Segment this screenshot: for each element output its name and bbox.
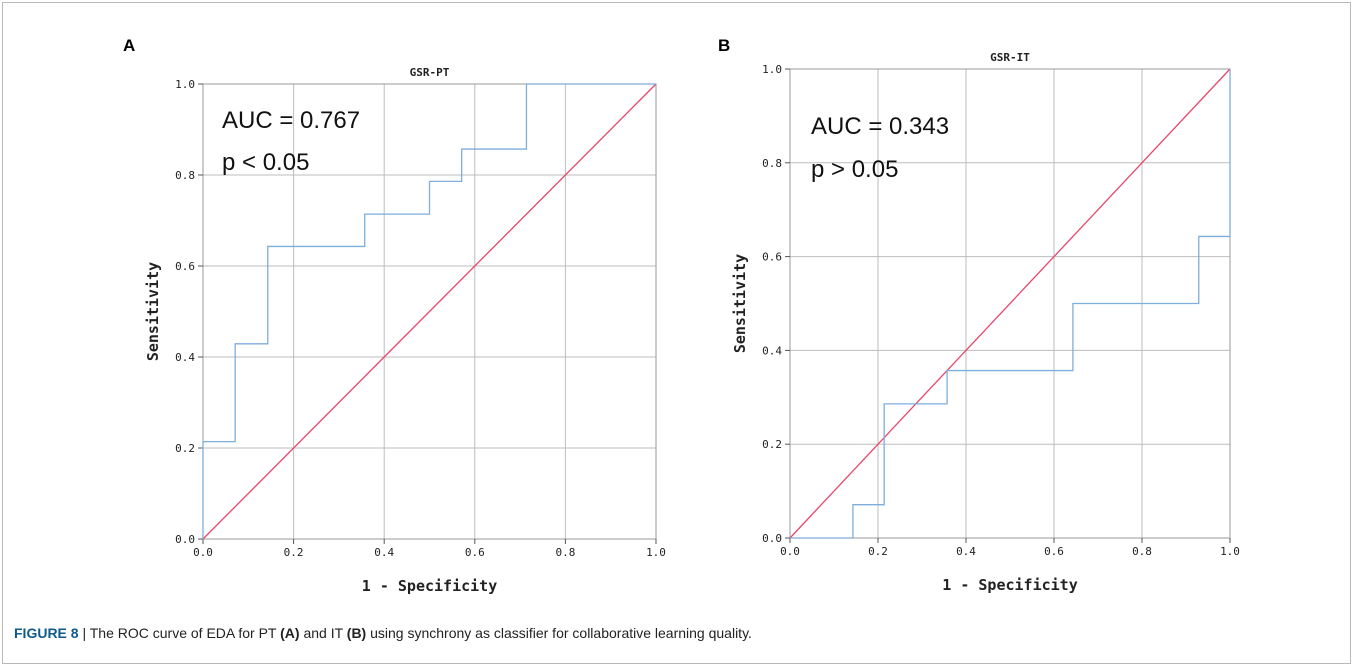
pt-annotation-auc: AUC = 0.767	[222, 107, 360, 134]
it-reference-line	[789, 68, 1231, 539]
roc-chart-it: 0.0 0.2 0.4 0.6 0.8 1.0 0.0 0.2 0.4 0.6 0.8 1.0 GSR-…	[731, 51, 1240, 594]
caption-text-2: and IT	[299, 625, 347, 641]
it-x-axis-label: 1 - Specificity	[942, 576, 1077, 594]
caption-ref-a: (A)	[280, 625, 300, 641]
it-x-tick-label: 1.0	[1220, 545, 1240, 558]
pt-reference-line	[202, 83, 657, 540]
caption-ref-b: (B)	[346, 625, 367, 641]
pt-y-tick-label: 0.4	[175, 351, 195, 364]
it-y-tick-label: 0.2	[762, 438, 782, 451]
pt-chart-title: GSR-PT	[410, 66, 450, 79]
it-x-tick-label: 0.2	[868, 545, 888, 558]
pt-x-tick-label: 0.4	[374, 546, 394, 559]
pt-x-axis-label: 1 - Specificity	[362, 577, 497, 595]
it-x-tick-label: 0.6	[1044, 545, 1064, 558]
pt-plot-frame	[202, 83, 657, 540]
pt-x-tick-label: 0.8	[555, 546, 575, 559]
it-annotation-auc: AUC = 0.343	[811, 113, 949, 140]
it-x-tick-label: 0.4	[956, 545, 976, 558]
it-annotation-p-value: p > 0.05	[811, 156, 898, 183]
pt-y-tick-label: 0.6	[175, 260, 195, 273]
it-y-tick-label: 0.0	[762, 532, 782, 545]
caption-text-1: The ROC curve of EDA for PT	[89, 625, 281, 641]
panel-b-letter: B	[718, 36, 731, 55]
pt-annotation-p-value: p < 0.05	[222, 149, 309, 176]
figure-caption: FIGURE 8 | The ROC curve of EDA for PT (…	[14, 625, 752, 641]
it-x-tick-label: 0.8	[1132, 545, 1152, 558]
pt-y-tick-label: 0.2	[175, 442, 195, 455]
pt-y-tick-label: 1.0	[175, 78, 195, 91]
pt-x-tick-label: 0.6	[465, 546, 485, 559]
it-y-tick-label: 0.6	[762, 251, 782, 264]
panel-a-letter: A	[123, 36, 136, 55]
it-x-tick-label: 0.0	[780, 545, 800, 558]
pt-y-tick-label: 0.0	[175, 533, 195, 546]
it-plot-frame	[789, 68, 1231, 539]
pt-x-tick-label: 1.0	[646, 546, 666, 559]
pt-x-tick-label: 0.0	[193, 546, 213, 559]
it-chart-title: GSR-IT	[990, 51, 1030, 64]
pt-roc-curve	[202, 83, 656, 539]
pt-x-tick-label: 0.2	[284, 546, 304, 559]
caption-figure-label: FIGURE 8	[14, 625, 79, 641]
it-y-tick-label: 0.8	[762, 157, 782, 170]
it-y-tick-label: 0.4	[762, 344, 782, 357]
caption-separator: |	[78, 625, 90, 641]
caption-text-3: using synchrony as classifier for collab…	[366, 625, 752, 641]
roc-chart-pt: 0.0 0.2 0.4 0.6 0.8 1.0 0.0 0.2 0.4 0.6 0.8 1.0 GSR-…	[144, 66, 666, 595]
it-roc-curve	[790, 69, 1231, 539]
pt-y-tick-label: 0.8	[175, 169, 195, 182]
pt-y-axis-label: Sensitivity	[144, 262, 162, 361]
it-y-tick-label: 1.0	[762, 63, 782, 76]
it-y-axis-label: Sensitivity	[731, 254, 749, 353]
